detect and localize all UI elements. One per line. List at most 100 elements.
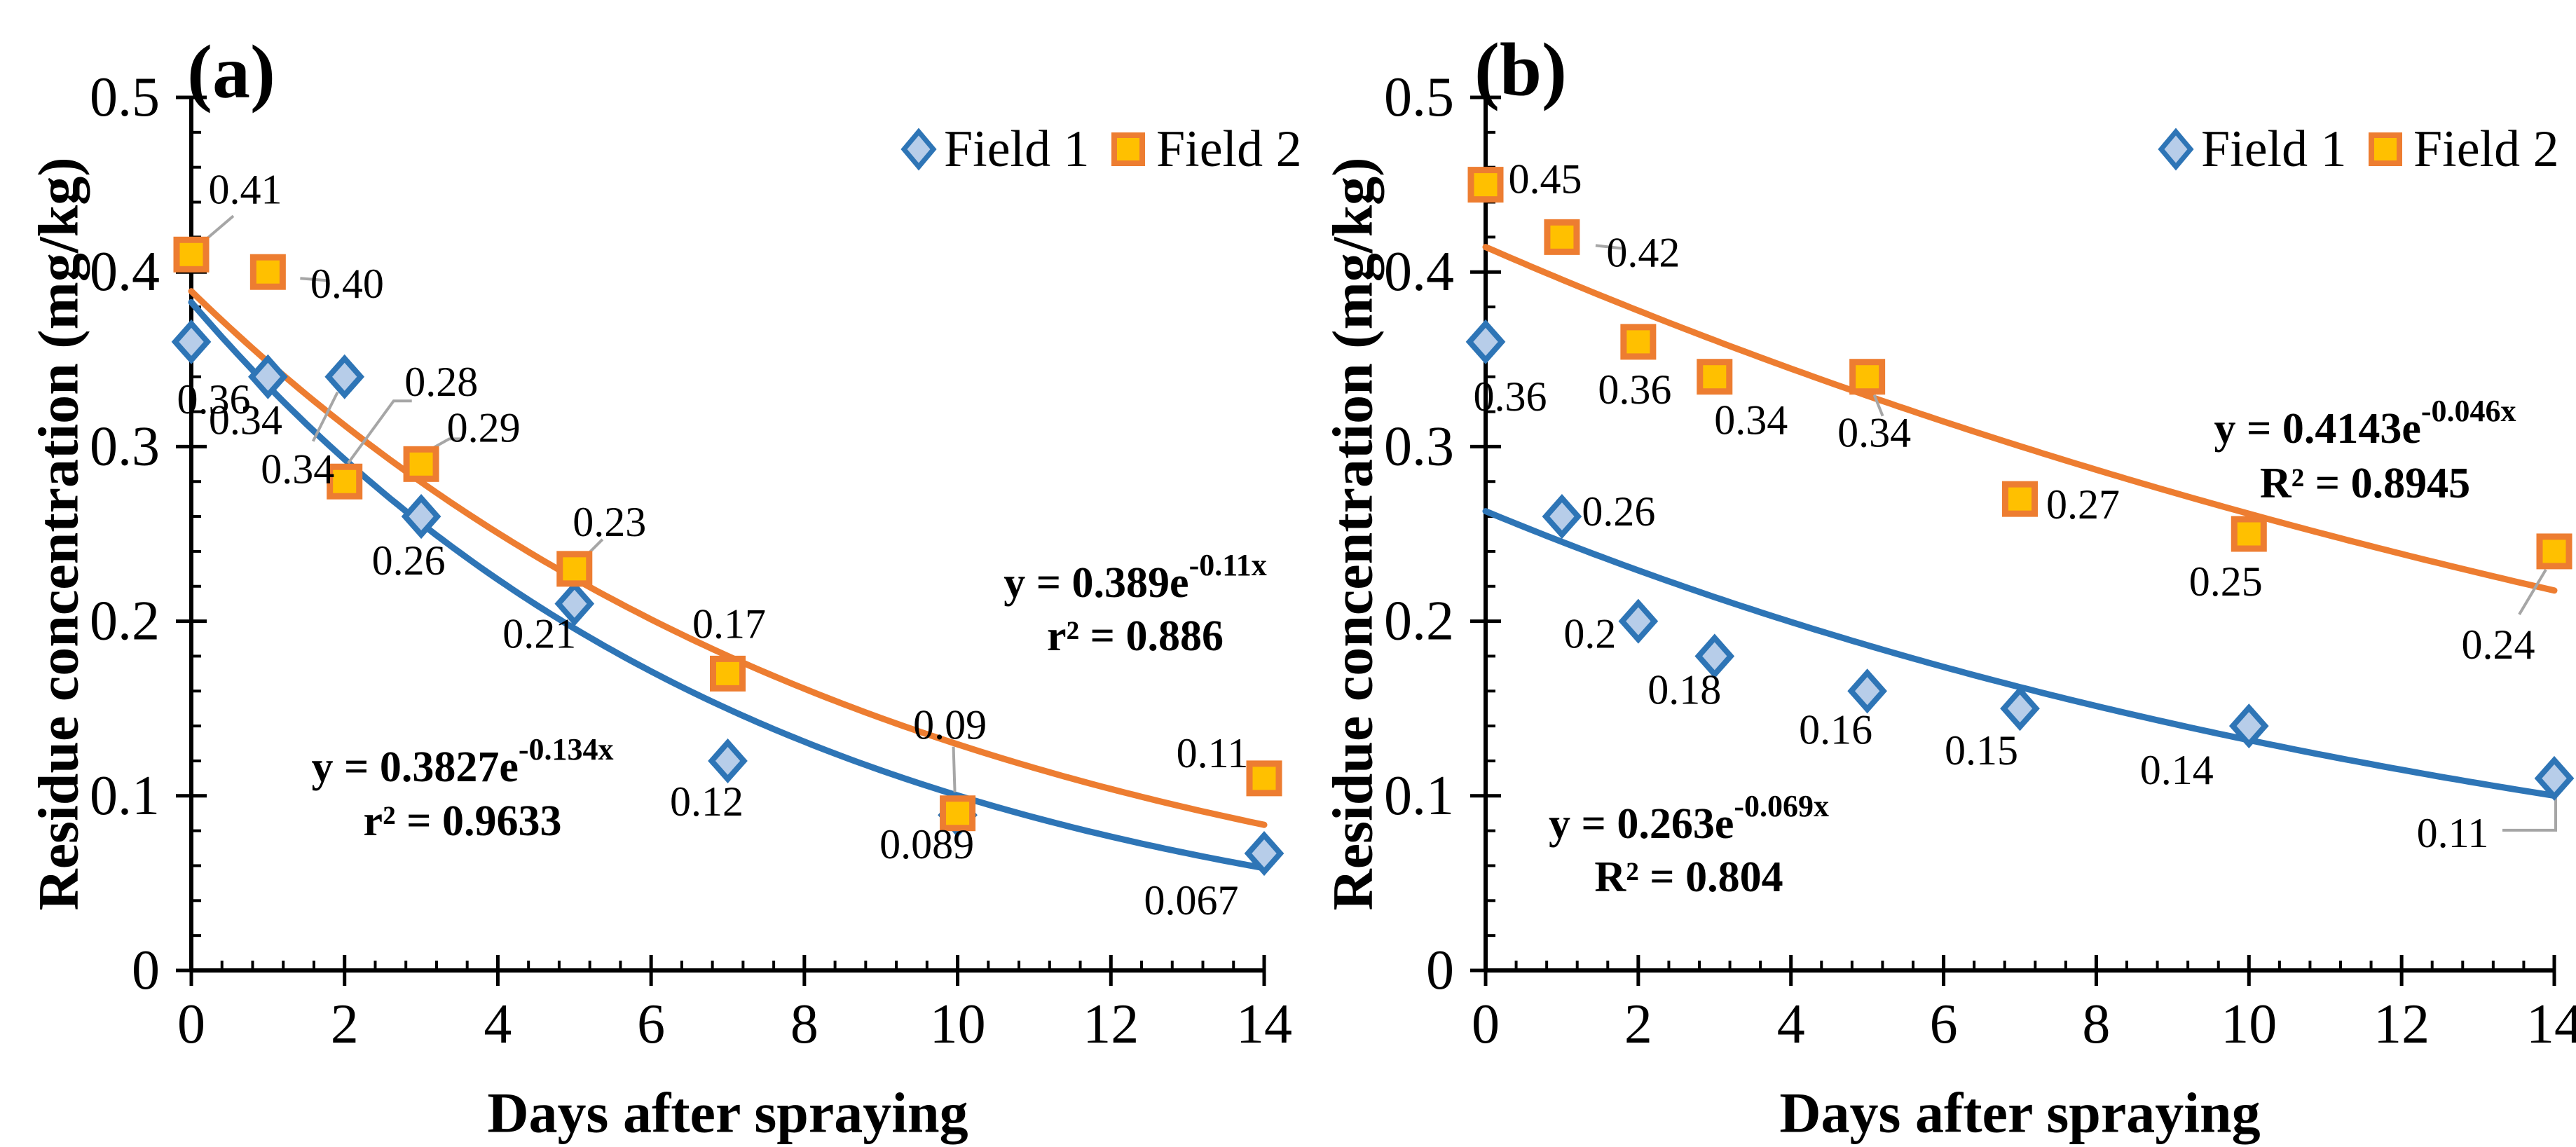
legend: Field 1 Field 2 (2158, 121, 2559, 178)
fit-equation-exponent: -0.11x (1189, 548, 1267, 582)
data-point-label: 0.45 (1509, 156, 1582, 202)
data-point-label: 0.29 (447, 404, 521, 451)
fit-equation: y = 0.389e-0.11x (1003, 548, 1267, 607)
data-point-label: 0.09 (913, 702, 987, 748)
fit-r-squared: r² = 0.9633 (364, 797, 562, 845)
data-point-marker (2228, 703, 2269, 749)
x-tick-label: 6 (637, 994, 665, 1055)
data-point-marker (327, 463, 363, 500)
data-point-label: 0.11 (1177, 730, 1249, 776)
data-point-marker (249, 254, 286, 290)
fit-equation-base: y = 0.3827e (311, 743, 518, 791)
data-point-label: 0.067 (1144, 877, 1239, 923)
x-tick-label: 10 (2221, 994, 2277, 1055)
panel-label: (a) (187, 31, 275, 114)
data-point-marker (2231, 516, 2267, 552)
legend-marker-field-1 (900, 128, 937, 171)
leader-line (347, 399, 412, 465)
data-point-marker (1244, 831, 1284, 877)
data-point-marker (708, 738, 748, 783)
data-point-marker (2000, 686, 2040, 732)
legend-marker-field-1 (2158, 128, 2194, 171)
data-point-marker (556, 551, 593, 587)
data-point-label: 0.34 (209, 397, 282, 444)
x-tick-label: 2 (331, 994, 359, 1055)
data-point-marker (324, 354, 365, 399)
data-point-marker (173, 236, 210, 273)
legend-label-field-2: Field 2 (2413, 121, 2559, 178)
fit-equation-exponent: -0.069x (1734, 789, 1829, 823)
data-point-label: 0.27 (2046, 481, 2120, 528)
y-axis-title: Residue concentration (mg/kg) (27, 157, 90, 910)
data-point-label: 0.18 (1647, 666, 1721, 713)
data-point-marker (1465, 319, 1506, 364)
data-point-label: 0.36 (1598, 366, 1671, 413)
data-point-label: 0.40 (310, 261, 384, 307)
data-point-label: 0.25 (2189, 558, 2263, 605)
data-point-marker (248, 354, 288, 399)
data-point-label: 0.11 (2417, 810, 2489, 856)
data-point-marker (940, 795, 976, 832)
fit-equation-base: y = 0.4143e (2214, 405, 2420, 453)
y-tick-label: 0.4 (1384, 241, 1454, 303)
x-tick-label: 2 (1624, 994, 1652, 1055)
x-tick-label: 0 (1472, 994, 1500, 1055)
leader-line (2502, 796, 2557, 832)
data-point-label: 0.28 (404, 359, 478, 405)
data-point-label: 0.2 (1563, 611, 1616, 657)
data-point-label: 0.089 (879, 821, 974, 867)
data-point-label: 0.16 (1799, 706, 1872, 753)
data-point-label: 0.41 (209, 166, 282, 212)
y-tick-label: 0 (1426, 940, 1454, 1001)
trend-line-field2 (1482, 244, 2558, 594)
data-point-marker (403, 446, 439, 482)
data-point-marker (401, 494, 441, 540)
y-tick-label: 0.1 (1384, 765, 1454, 827)
x-tick-label: 8 (2082, 994, 2110, 1055)
data-point-marker (171, 319, 212, 364)
data-point-label: 0.26 (1582, 488, 1655, 535)
data-point-marker (1694, 633, 1735, 679)
x-tick-label: 8 (790, 994, 818, 1055)
data-point-label: 0.14 (2140, 747, 2214, 793)
y-tick-label: 0 (132, 940, 160, 1001)
panel-a: 0 0.1 0.2 0.3 0.4 0.5 0 2 4 6 8 10 12 14 Days after sp… (27, 31, 1302, 1145)
x-tick-label: 14 (2526, 994, 2576, 1055)
data-point-marker (1618, 598, 1659, 644)
data-point-label: 0.23 (573, 499, 646, 545)
leader-line (1872, 394, 1884, 417)
legend-label-field-1: Field 1 (944, 121, 1090, 178)
data-point-marker (2002, 481, 2038, 517)
data-point-label: 0.12 (670, 778, 744, 825)
leader-line (1595, 244, 1622, 250)
data-point-marker (710, 655, 746, 692)
panel-label: (b) (1474, 29, 1567, 112)
fit-r-squared: R² = 0.8945 (2260, 460, 2470, 507)
trend-line-field1 (188, 298, 1268, 872)
panel-b: 0 0.1 0.2 0.3 0.4 0.5 0 2 4 6 8 10 12 14 Days after sp… (1321, 29, 2576, 1145)
leader-line (300, 277, 327, 282)
fit-equation: y = 0.3827e-0.134x (311, 732, 613, 792)
data-point-label: 0.36 (177, 376, 251, 423)
data-point-marker (1620, 324, 1657, 360)
x-tick-label: 12 (2373, 994, 2430, 1055)
fit-equation: y = 0.4143e-0.046x (2214, 394, 2516, 453)
data-point-label: 0.17 (692, 600, 766, 647)
x-tick-label: 10 (930, 994, 986, 1055)
legend-label-field-1: Field 1 (2201, 121, 2347, 178)
y-tick-label: 0.5 (90, 67, 160, 128)
data-point-label: 0.24 (2462, 621, 2535, 668)
x-tick-label: 14 (1236, 994, 1292, 1055)
data-point-label: 0.34 (261, 446, 334, 493)
data-point-label: 0.34 (1714, 397, 1788, 444)
y-tick-label: 0.4 (90, 241, 160, 303)
x-tick-label: 12 (1083, 994, 1139, 1055)
data-point-marker (1467, 167, 1504, 203)
fit-equation-base: y = 0.389e (1003, 559, 1188, 607)
data-point-label: 0.42 (1606, 229, 1680, 275)
data-point-marker (1246, 760, 1282, 797)
fit-equation-exponent: -0.046x (2421, 394, 2516, 428)
y-tick-label: 0.5 (1384, 67, 1454, 128)
data-point-marker (554, 581, 595, 626)
